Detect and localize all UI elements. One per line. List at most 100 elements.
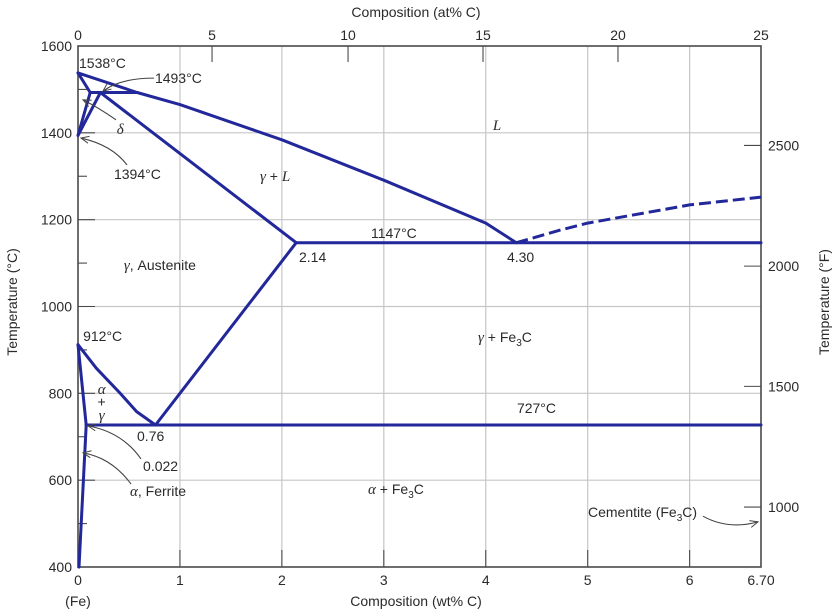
- label-ferrite: α, Ferrite: [130, 483, 186, 500]
- y-axis-title-right: Temperature (°F): [816, 249, 832, 355]
- label-text: Cementite (Fe: [588, 504, 677, 520]
- y-right-tick-label: 2500: [768, 137, 799, 153]
- label-text: +: [98, 394, 106, 410]
- label-alpha-plus-fe3c: α + Fe3C: [368, 481, 424, 501]
- greek-symbol: γ: [124, 258, 131, 274]
- label-text: 727°C: [517, 400, 556, 416]
- label-text: 1394°C: [114, 166, 161, 182]
- phase-boundary-gamma-delta-boundary: [76, 91, 102, 137]
- label-text: + Fe: [376, 481, 409, 497]
- greek-symbol: α: [130, 484, 139, 500]
- x-top-tick-label: 0: [74, 27, 82, 43]
- label-text: , Ferrite: [138, 483, 186, 499]
- x-tick-label: 3: [380, 572, 388, 588]
- x-tick-label: 1: [176, 572, 184, 588]
- phase-boundary-gamma-solidus: [98, 91, 298, 245]
- label-alpha-gamma-alpha: α: [98, 382, 107, 398]
- label-1538c: 1538°C: [79, 55, 126, 71]
- greek-symbol: α: [98, 382, 107, 398]
- label-text: 1147°C: [371, 225, 417, 241]
- leader-arrows: [81, 77, 758, 525]
- y-tick-label: 600: [49, 472, 73, 488]
- x-tick-label: 6: [686, 572, 694, 588]
- label-text: , Austenite: [130, 257, 196, 273]
- label-912c: 912°C: [83, 328, 122, 344]
- arrow-0-022-icon: [88, 426, 142, 460]
- x-top-tick-label: 20: [610, 27, 626, 43]
- x-tick-label: 2: [278, 572, 286, 588]
- label-2-14: 2.14: [299, 249, 326, 265]
- label-text: + Fe: [484, 329, 517, 345]
- label-alpha-gamma-plus: +: [98, 394, 106, 410]
- label-0-76: 0.76: [137, 428, 164, 444]
- greek-symbol: γ: [478, 330, 485, 346]
- subscript: 3: [677, 513, 683, 524]
- phase-boundary-acm-line: [154, 241, 298, 427]
- greek-symbol: γ: [99, 408, 106, 424]
- label-text: 0.022: [143, 458, 178, 474]
- arrow-cementite-icon: [702, 515, 758, 525]
- x-axis-title-bottom: Composition (wt% C): [350, 593, 481, 609]
- label-text: 0.76: [137, 428, 164, 444]
- gridlines: [78, 46, 761, 567]
- subscript: 3: [408, 490, 414, 501]
- label-text: 4.30: [507, 249, 534, 265]
- label-727c: 727°C: [517, 400, 556, 416]
- greek-symbol: α: [368, 482, 377, 498]
- x-top-tick-label: 15: [475, 27, 491, 43]
- phase-boundary-delta-solidus: [76, 71, 92, 94]
- label-gamma-plus-liquid: γ + L: [260, 168, 290, 185]
- phase-boundary-liquidus: [76, 71, 518, 245]
- phase-boundary-cementite-liquidus: [515, 195, 762, 245]
- y-tick-label: 1600: [41, 38, 72, 54]
- axis-ticks: [78, 46, 761, 567]
- y-tick-label: 1000: [41, 299, 72, 315]
- label-text: C: [522, 329, 532, 345]
- x-axis-title-top: Composition (at% C): [351, 4, 480, 20]
- label-text: 2.14: [299, 249, 326, 265]
- greek-symbol: δ: [117, 122, 125, 138]
- x-top-tick-label: 25: [753, 27, 769, 43]
- label-text: 1538°C: [79, 55, 126, 71]
- x-tick-label: 5: [584, 572, 592, 588]
- arrow-ferrite-icon: [83, 453, 132, 485]
- label-cementite: Cementite (Fe3C): [588, 504, 697, 524]
- x-top-tick-label: 5: [208, 27, 216, 43]
- phase-boundary-alpha-gamma-boundary: [76, 343, 88, 427]
- phase-boundary-alpha-solvus: [77, 423, 88, 569]
- phase-boundaries: [76, 71, 763, 569]
- arrow-delta-icon: [83, 100, 117, 121]
- greek-symbol: L: [281, 169, 290, 185]
- label-delta: δ: [117, 122, 125, 138]
- label-alpha-gamma-gamma: γ: [99, 408, 106, 424]
- greek-symbol: L: [492, 118, 501, 134]
- label-1493c: 1493°C: [155, 70, 202, 86]
- y-tick-label: 1200: [41, 212, 72, 228]
- label-text: +: [266, 168, 282, 184]
- label-4-30: 4.30: [507, 249, 534, 265]
- y-right-tick-label: 2000: [768, 258, 799, 274]
- tick-labels: 0 1 2 3 4 5 6 6.70 (Fe) 0 5 10 15 20 25 1600 1400 1200 100…: [41, 27, 800, 609]
- label-1147c: 1147°C: [371, 225, 417, 241]
- y-right-tick-label: 1500: [768, 378, 799, 394]
- phase-labels: 1538°C 1493°C δ 1394°C Lγ + L 1147°C 2.14 4.30 γ…: [79, 55, 697, 524]
- label-text: 912°C: [83, 328, 122, 344]
- y-axis-title-left: Temperature (°C): [4, 248, 20, 356]
- label-text: C: [414, 481, 424, 497]
- y-right-tick-label: 1000: [768, 499, 799, 515]
- label-text: 1493°C: [155, 70, 202, 86]
- x-tick-label: 4: [482, 572, 490, 588]
- subscript: 3: [516, 338, 522, 349]
- label-0-022: 0.022: [143, 458, 178, 474]
- x-tick-label: 6.70: [747, 572, 774, 588]
- label-text: C): [682, 504, 697, 520]
- x-tick-label: 0: [74, 572, 82, 588]
- x-tick-sublabel-fe: (Fe): [65, 593, 91, 609]
- arrow-1493c-icon: [103, 77, 155, 91]
- y-tick-label: 400: [49, 559, 73, 575]
- phase-boundary-a3-line: [76, 343, 157, 427]
- x-top-tick-label: 10: [340, 27, 356, 43]
- y-tick-label: 1400: [41, 125, 72, 141]
- label-1394c: 1394°C: [114, 166, 161, 182]
